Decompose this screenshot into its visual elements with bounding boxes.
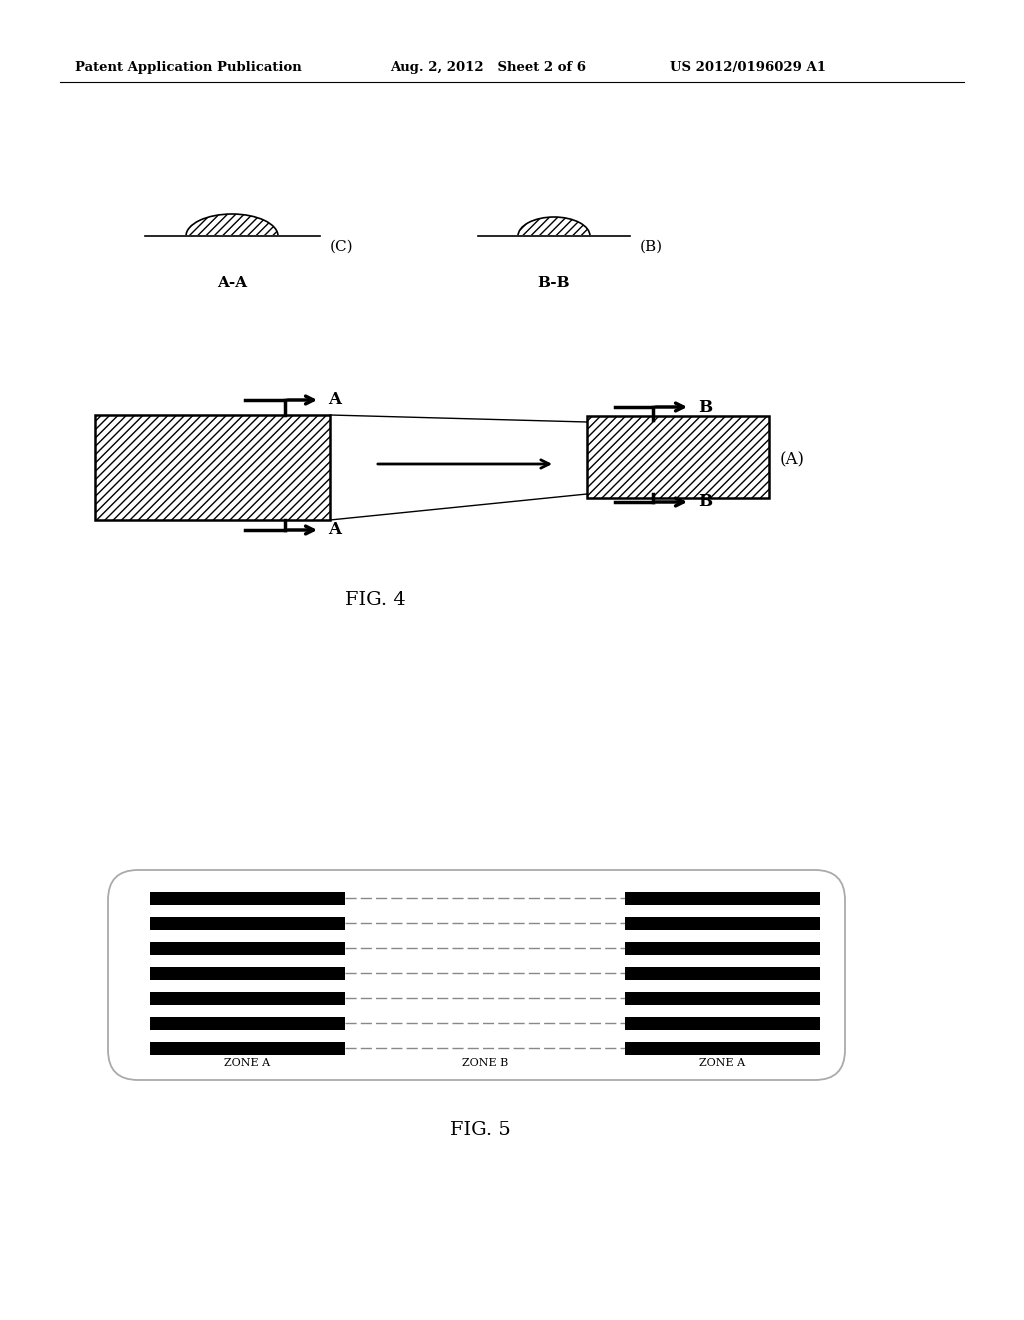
Bar — [150, 968, 345, 979]
Bar — [625, 942, 820, 954]
Text: B: B — [698, 399, 712, 416]
Bar — [625, 968, 820, 979]
Bar — [145, 236, 319, 268]
Text: (B): (B) — [640, 240, 664, 253]
Bar — [625, 917, 820, 931]
Bar — [150, 993, 345, 1005]
FancyBboxPatch shape — [108, 870, 845, 1080]
Text: B: B — [698, 494, 712, 511]
Bar — [95, 414, 330, 520]
Ellipse shape — [186, 214, 278, 257]
Text: ZONE B: ZONE B — [462, 1059, 508, 1068]
Bar — [150, 892, 345, 906]
Text: FIG. 5: FIG. 5 — [450, 1121, 510, 1139]
Text: A: A — [328, 521, 341, 539]
Bar — [150, 1041, 345, 1055]
Text: Aug. 2, 2012   Sheet 2 of 6: Aug. 2, 2012 Sheet 2 of 6 — [390, 62, 586, 74]
Bar — [150, 1016, 345, 1030]
Bar — [140, 235, 325, 271]
Text: US 2012/0196029 A1: US 2012/0196029 A1 — [670, 62, 826, 74]
Text: Patent Application Publication: Patent Application Publication — [75, 62, 302, 74]
Bar — [625, 993, 820, 1005]
Bar — [587, 416, 769, 498]
Text: A: A — [328, 392, 341, 408]
Bar — [625, 892, 820, 906]
Ellipse shape — [518, 216, 590, 255]
Bar — [625, 1041, 820, 1055]
Bar — [478, 236, 630, 268]
Bar — [150, 942, 345, 954]
Bar — [474, 235, 634, 271]
Text: (C): (C) — [330, 240, 353, 253]
Text: A-A: A-A — [217, 276, 247, 290]
Text: (A): (A) — [780, 451, 805, 469]
Bar — [625, 1016, 820, 1030]
Text: ZONE A: ZONE A — [224, 1059, 270, 1068]
Bar — [150, 917, 345, 931]
Text: ZONE A: ZONE A — [699, 1059, 745, 1068]
Text: FIG. 4: FIG. 4 — [345, 591, 406, 609]
Text: B-B: B-B — [538, 276, 570, 290]
